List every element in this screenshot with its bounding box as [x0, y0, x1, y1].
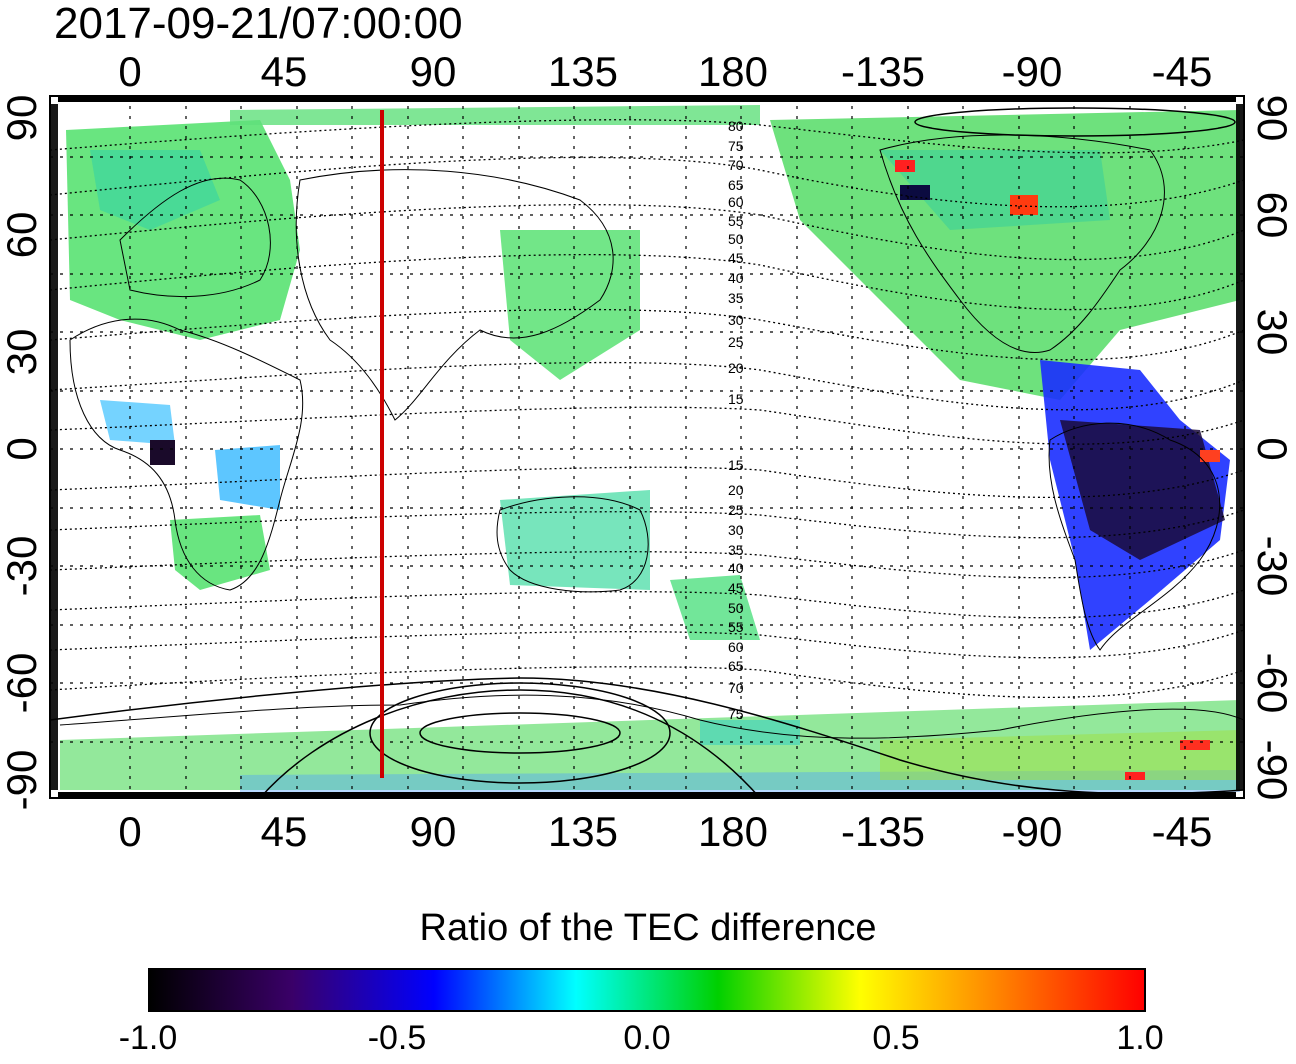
lon-tick-bottom: -90	[1002, 808, 1063, 855]
lon-tick-top: -135	[841, 48, 925, 95]
lon-tick-bottom: 45	[261, 808, 308, 855]
colorbar-tick: 0.0	[623, 1019, 671, 1057]
graticule	[50, 96, 1244, 798]
timestamp-title: 2017-09-21/07:00:00	[54, 0, 463, 48]
svg-text:75: 75	[728, 706, 744, 722]
svg-text:75: 75	[728, 138, 744, 154]
lat-tick-left: -30	[0, 536, 45, 597]
svg-text:55: 55	[728, 619, 744, 635]
svg-text:50: 50	[728, 600, 744, 616]
magnetic-solid-curves	[50, 107, 1244, 798]
lat-ticks-right: 90 60 30 0 -30 -60 -90	[1249, 95, 1296, 801]
colorbar-tick: 0.5	[872, 1019, 920, 1057]
coastlines	[59, 134, 1244, 739]
lon-tick-top: 0	[118, 48, 141, 95]
svg-text:35: 35	[728, 290, 744, 306]
lon-tick-bottom: -135	[841, 808, 925, 855]
svg-text:70: 70	[728, 157, 744, 173]
svg-text:20: 20	[728, 360, 744, 376]
lon-tick-bottom: 135	[548, 808, 618, 855]
svg-text:45: 45	[728, 580, 744, 596]
lon-tick-bottom: 180	[698, 808, 768, 855]
colorbar-tick: -0.5	[367, 1019, 427, 1057]
geomag-labels-south: 15 20 25 30 35 40 45 50 55 60 65 70 75	[728, 457, 744, 722]
lat-tick-right: 60	[1249, 192, 1296, 239]
lon-tick-top: 180	[698, 48, 768, 95]
lon-tick-top: 90	[410, 48, 457, 95]
svg-text:70: 70	[728, 680, 744, 696]
lon-tick-top: -45	[1152, 48, 1213, 95]
svg-text:40: 40	[728, 270, 744, 286]
geomag-labels-north: 80 75 70 65 60 55 50 45 40 35 30 25 20 1…	[728, 118, 744, 407]
geomagnetic-contours	[50, 119, 1244, 698]
lat-tick-left: 90	[0, 95, 45, 142]
lat-tick-right: -60	[1249, 653, 1296, 714]
lon-tick-bottom: -45	[1152, 808, 1213, 855]
svg-text:15: 15	[728, 391, 744, 407]
tec-map: 0 45 90 135 180 -135 -90 -45 0 45 90 135…	[0, 48, 1296, 855]
lon-tick-top: 45	[261, 48, 308, 95]
svg-text:55: 55	[728, 213, 744, 229]
lat-tick-right: 30	[1249, 309, 1296, 356]
lon-ticks-bottom: 0 45 90 135 180 -135 -90 -45	[118, 808, 1212, 855]
lat-tick-right: 0	[1249, 437, 1296, 460]
svg-text:60: 60	[728, 194, 744, 210]
colorbar	[148, 968, 1146, 1012]
svg-text:80: 80	[728, 118, 744, 134]
lat-tick-left: -60	[0, 653, 45, 714]
svg-text:35: 35	[728, 542, 744, 558]
lat-ticks-left: 90 60 30 0 -30 -60 -90	[0, 95, 45, 811]
colorbar-tick: 1.0	[1116, 1019, 1164, 1057]
svg-text:15: 15	[728, 457, 744, 473]
lon-tick-top: -90	[1002, 48, 1063, 95]
svg-text:25: 25	[728, 334, 744, 350]
lon-tick-top: 135	[548, 48, 618, 95]
svg-text:60: 60	[728, 639, 744, 655]
lat-tick-left: 0	[0, 437, 45, 460]
colorbar-title: Ratio of the TEC difference	[419, 907, 877, 949]
lat-tick-left: 60	[0, 212, 45, 259]
svg-text:65: 65	[728, 658, 744, 674]
lat-tick-left: -90	[0, 750, 45, 811]
lon-tick-bottom: 0	[118, 808, 141, 855]
svg-text:25: 25	[728, 502, 744, 518]
svg-text:30: 30	[728, 522, 744, 538]
svg-text:40: 40	[728, 560, 744, 576]
lat-tick-left: 30	[0, 329, 45, 376]
lon-ticks-top: 0 45 90 135 180 -135 -90 -45	[118, 48, 1212, 95]
colorbar-tick: -1.0	[118, 1019, 178, 1057]
lat-tick-right: -90	[1249, 740, 1296, 801]
tec-data-layer	[60, 105, 1240, 792]
svg-text:30: 30	[728, 312, 744, 328]
svg-text:65: 65	[728, 177, 744, 193]
lat-tick-right: 90	[1249, 95, 1296, 142]
lat-tick-right: -30	[1249, 536, 1296, 597]
lon-tick-bottom: 90	[410, 808, 457, 855]
svg-text:45: 45	[728, 250, 744, 266]
svg-text:50: 50	[728, 231, 744, 247]
svg-text:20: 20	[728, 482, 744, 498]
